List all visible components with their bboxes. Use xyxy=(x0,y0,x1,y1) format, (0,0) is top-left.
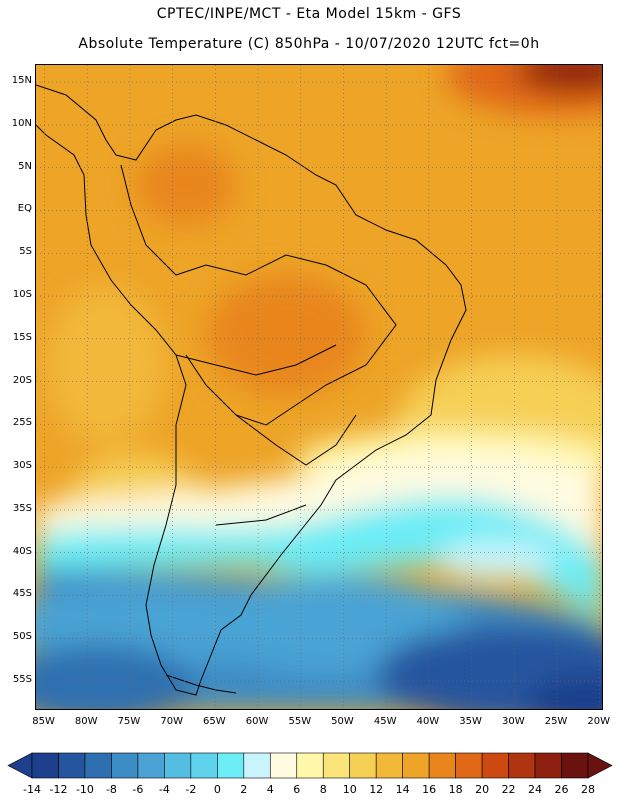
map-title: CPTEC/INPE/MCT - Eta Model 15km - GFS xyxy=(156,6,462,22)
colorbar-swatch xyxy=(164,752,192,779)
colorbar-tick-label: 18 xyxy=(448,783,463,796)
longitude-tick-label: 85W xyxy=(32,716,55,727)
colorbar-swatch xyxy=(31,752,59,779)
latitude-tick-label: 50S xyxy=(12,631,32,643)
latitude-tick-label: 55S xyxy=(12,674,32,686)
colorbar-tick-label: 0 xyxy=(213,783,221,796)
colorbar-swatch xyxy=(243,752,271,779)
longitude-tick-label: 70W xyxy=(160,716,183,727)
colorbar-swatch xyxy=(217,752,245,779)
latitude-tick-label: 10S xyxy=(12,289,32,301)
colorbar-tick-label: -8 xyxy=(105,783,117,796)
colorbar-swatch xyxy=(137,752,165,779)
graticule xyxy=(36,65,602,709)
colorbar-swatch xyxy=(322,752,351,779)
colorbar-tick-label: 6 xyxy=(293,783,301,796)
colorbar-tick-label: 14 xyxy=(395,783,410,796)
colorbar-swatch xyxy=(402,752,430,779)
colorbar-swatch xyxy=(455,752,483,779)
colorbar-tick-label: 8 xyxy=(319,783,327,796)
colorbar-swatch xyxy=(534,752,562,779)
latitude-tick-label: 25S xyxy=(12,417,32,429)
latitude-tick-label: 5S xyxy=(19,246,32,258)
colorbar-tick-label: 20 xyxy=(475,783,490,796)
colorbar-tick-label: -12 xyxy=(49,783,68,796)
colorbar-tick-label: -2 xyxy=(185,783,197,796)
longitude-tick-label: 80W xyxy=(74,716,98,727)
colorbar-tick-label: 10 xyxy=(342,783,357,796)
temperature-map xyxy=(35,64,603,710)
longitude-tick-label: 25W xyxy=(544,716,568,727)
longitude-tick-label: 20W xyxy=(587,716,611,727)
temperature-bands xyxy=(36,65,602,709)
longitude-tick-label: 55W xyxy=(288,716,312,727)
colorbar-tick-label: 12 xyxy=(369,783,384,796)
colorbar-tick-label: -10 xyxy=(75,783,94,796)
colorbar-high-extension xyxy=(587,752,613,779)
colorbar-tick-label: -4 xyxy=(158,783,170,796)
colorbar-tick-label: 22 xyxy=(501,783,516,796)
colorbar-swatch xyxy=(269,752,298,779)
longitude-tick-label: 50W xyxy=(331,716,354,727)
latitude-tick-label: EQ xyxy=(17,203,32,215)
colorbar-swatch xyxy=(375,752,403,779)
colorbar-swatch xyxy=(561,752,589,779)
colorbar-tick-label: 28 xyxy=(581,783,595,796)
latitude-tick-label: 45S xyxy=(12,588,32,600)
colorbar xyxy=(7,752,613,779)
longitude-tick-label: 30W xyxy=(502,716,525,727)
latitude-tick-label: 30S xyxy=(12,460,32,472)
colorbar-swatch xyxy=(190,752,218,779)
longitude-tick-label: 65W xyxy=(203,716,226,727)
colorbar-swatch xyxy=(111,752,139,779)
longitude-tick-label: 45W xyxy=(373,716,397,727)
longitude-tick-label: 75W xyxy=(117,716,141,727)
colorbar-tick-label: -14 xyxy=(23,783,41,796)
latitude-tick-label: 40S xyxy=(12,545,32,557)
latitude-tick-label: 20S xyxy=(12,374,32,386)
map-subtitle: Absolute Temperature (C) 850hPa - 10/07/… xyxy=(78,36,540,52)
latitude-tick-label: 35S xyxy=(12,502,32,514)
colorbar-tick-label: 26 xyxy=(554,783,569,796)
colorbar-low-extension xyxy=(7,752,33,779)
colorbar-swatch xyxy=(84,752,112,779)
colorbar-swatch xyxy=(349,752,377,779)
colorbar-swatch xyxy=(481,752,509,779)
longitude-tick-label: 35W xyxy=(459,716,482,727)
colorbar-tick-label: 24 xyxy=(528,783,543,796)
latitude-tick-label: 10N xyxy=(11,117,32,129)
colorbar-swatch xyxy=(508,752,536,779)
longitude-tick-label: 40W xyxy=(416,716,440,727)
colorbar-swatch xyxy=(58,752,86,779)
colorbar-swatch xyxy=(296,752,324,779)
latitude-tick-label: 15N xyxy=(11,75,32,87)
longitude-tick-label: 60W xyxy=(245,716,269,727)
latitude-tick-label: 15S xyxy=(12,331,32,343)
colorbar-tick-label: 4 xyxy=(266,783,274,796)
colorbar-tick-label: 16 xyxy=(422,783,437,796)
colorbar-swatch xyxy=(428,752,456,779)
latitude-tick-label: 5N xyxy=(18,160,32,172)
colorbar-tick-label: 2 xyxy=(240,783,248,796)
colorbar-tick-label: -6 xyxy=(132,783,144,796)
